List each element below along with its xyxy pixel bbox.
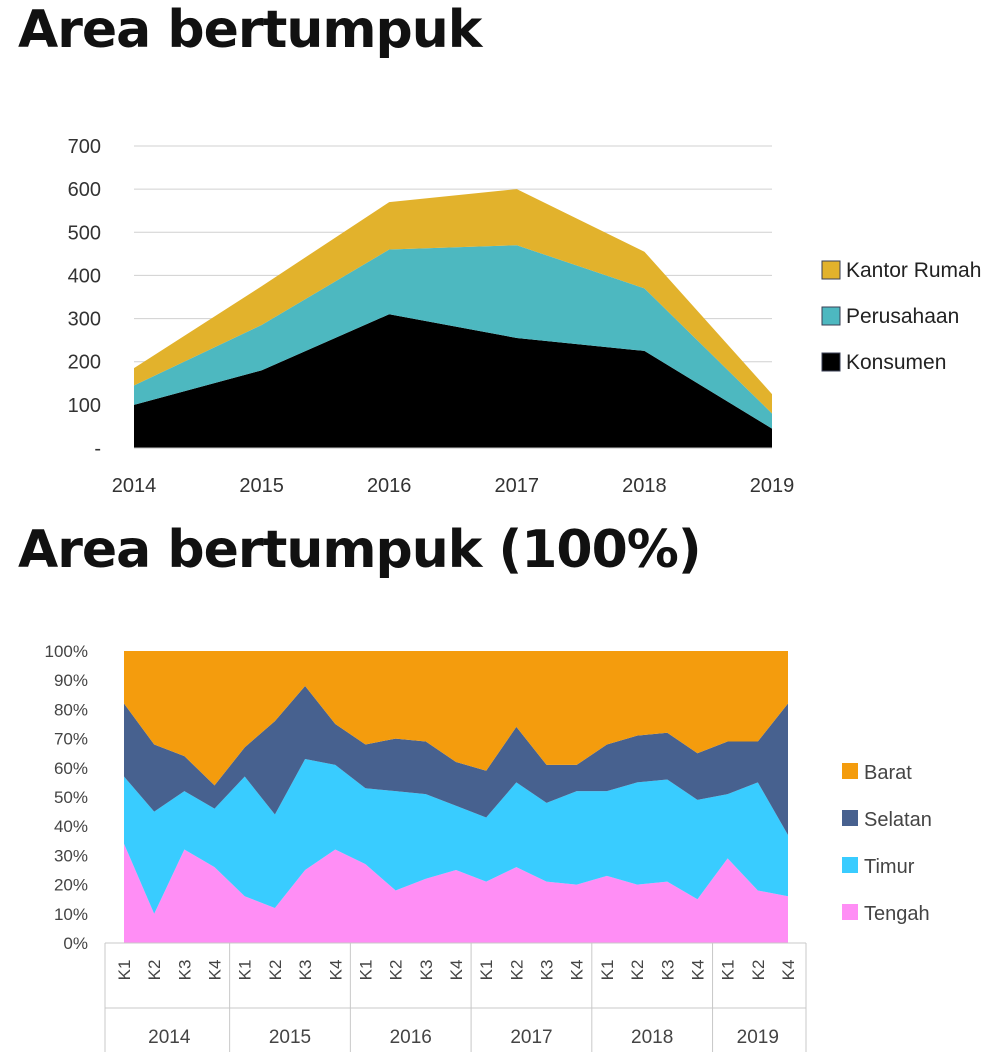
x-tick-label: K4 <box>447 960 466 981</box>
x-tick-label: K1 <box>719 960 738 981</box>
x-group-label: 2019 <box>737 1027 779 1048</box>
x-tick-label: 2016 <box>367 475 412 497</box>
x-tick-label: K3 <box>658 960 677 981</box>
y-tick-label: 60% <box>54 759 88 778</box>
x-group-label: 2016 <box>390 1027 432 1048</box>
legend-label: Timur <box>864 856 915 878</box>
x-tick-label: K3 <box>538 960 557 981</box>
area-barat <box>124 651 788 786</box>
x-group-label: 2015 <box>269 1027 311 1048</box>
x-tick-label: K3 <box>296 960 315 981</box>
x-tick-label: K2 <box>749 960 768 981</box>
x-tick-label: K4 <box>206 960 225 981</box>
x-tick-label: K4 <box>326 960 345 981</box>
y-tick-label: 300 <box>68 309 101 331</box>
legend-label: Kantor Rumah <box>846 259 981 282</box>
x-tick-label: K2 <box>507 960 526 981</box>
chart1-title: Area bertumpuk <box>18 0 482 60</box>
x-tick-label: 2014 <box>112 475 157 497</box>
legend-label: Barat <box>864 762 912 784</box>
x-tick-label: K3 <box>175 960 194 981</box>
y-tick-label: 40% <box>54 817 88 836</box>
x-tick-label: K4 <box>779 960 798 981</box>
x-tick-label: K2 <box>145 960 164 981</box>
y-tick-label: 400 <box>68 265 101 287</box>
x-tick-label: K1 <box>236 960 255 981</box>
y-tick-label: 80% <box>54 700 88 719</box>
y-tick-label: 10% <box>54 905 88 924</box>
x-group-label: 2018 <box>631 1027 673 1048</box>
legend-swatch <box>842 904 858 920</box>
y-tick-label: 200 <box>68 352 101 374</box>
x-tick-label: K4 <box>568 960 587 981</box>
area-timur <box>124 759 788 914</box>
y-tick-label: 0% <box>63 934 88 953</box>
x-tick-label: K3 <box>417 960 436 981</box>
chart2-title: Area bertumpuk (100%) <box>18 520 702 580</box>
x-tick-label: 2019 <box>750 475 795 497</box>
y-tick-label: 30% <box>54 846 88 865</box>
legend-label: Perusahaan <box>846 305 959 328</box>
legend-label: Tengah <box>864 903 930 925</box>
x-tick-label: K1 <box>598 960 617 981</box>
x-tick-label: K2 <box>387 960 406 981</box>
y-tick-label: 500 <box>68 222 101 244</box>
legend-swatch <box>821 352 841 372</box>
stacked-area-chart: - 100 200 300 400 500 600 700 2014 2015 2016 2017 20… <box>68 136 982 497</box>
legend-swatch <box>821 260 841 280</box>
y-tick-label: 90% <box>54 671 88 690</box>
y-tick-label: 50% <box>54 788 88 807</box>
x-tick-label: K2 <box>628 960 647 981</box>
y-tick-label: 70% <box>54 730 88 749</box>
x-group-label: 2017 <box>510 1027 552 1048</box>
area-perusahaan <box>134 245 772 429</box>
area-konsumen <box>134 314 772 448</box>
area-kantor-rumah <box>134 189 772 414</box>
y-tick-label: 700 <box>68 136 101 158</box>
x-group-label: 2014 <box>148 1027 191 1048</box>
x-tick-label: 2018 <box>622 475 667 497</box>
x-tick-label: K1 <box>477 960 496 981</box>
y-tick-label: 100% <box>45 642 88 661</box>
legend-swatch <box>842 763 858 779</box>
x-tick-label: K4 <box>688 960 707 981</box>
x-tick-label: K2 <box>266 960 285 981</box>
x-tick-label: 2017 <box>495 475 540 497</box>
legend-swatch <box>842 857 858 873</box>
legend-label: Konsumen <box>846 351 946 374</box>
legend-label: Selatan <box>864 809 932 831</box>
legend-swatch <box>821 306 841 326</box>
legend-swatch <box>842 810 858 826</box>
y-tick-label: 600 <box>68 179 101 201</box>
area-tengah <box>124 843 788 943</box>
x-tick-label: 2015 <box>239 475 284 497</box>
y-tick-label: 20% <box>54 876 88 895</box>
x-tick-label: K1 <box>115 960 134 981</box>
y-tick-label: 100 <box>68 395 101 417</box>
area-selatan <box>124 686 788 835</box>
x-tick-label: K1 <box>356 960 375 981</box>
y-tick-label: - <box>94 438 101 460</box>
